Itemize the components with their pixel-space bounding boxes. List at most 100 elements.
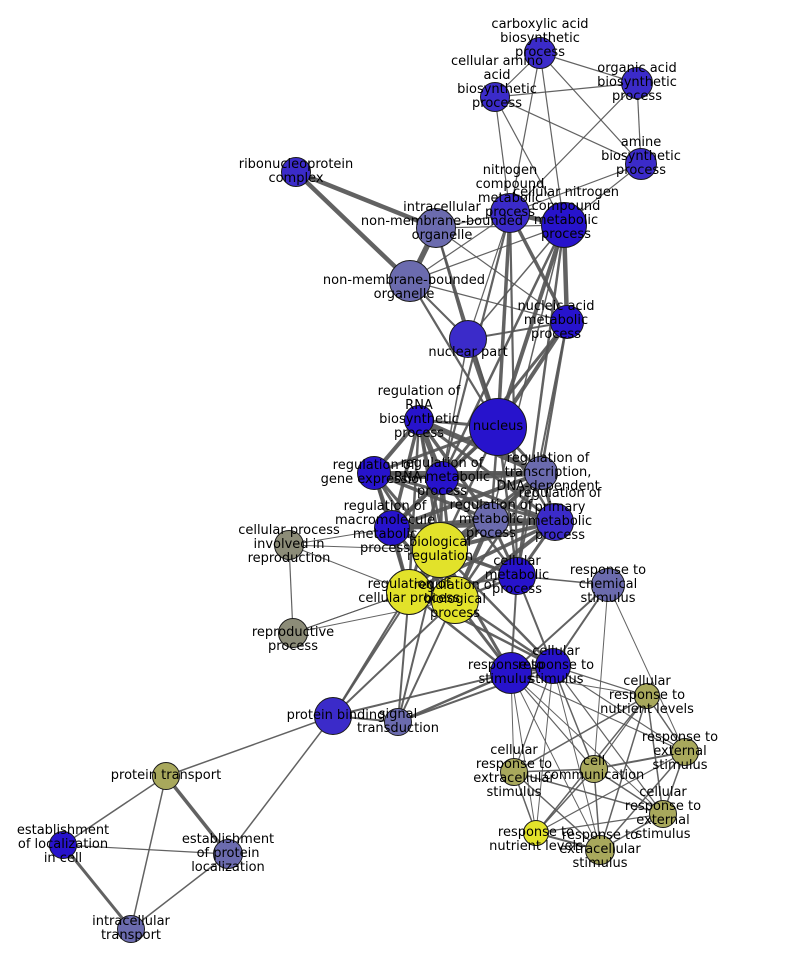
graph-edge[interactable]	[509, 82, 638, 214]
graph-node-amine-biosynthetic-process[interactable]	[625, 148, 657, 180]
graph-edge[interactable]	[130, 853, 229, 930]
graph-edge[interactable]	[646, 695, 664, 815]
graph-node-cellular-response-to-external-stimulus[interactable]	[649, 800, 677, 828]
graph-node-protein-binding[interactable]	[314, 697, 352, 735]
graph-edge[interactable]	[539, 52, 638, 84]
graph-node-signal-transduction[interactable]	[384, 708, 412, 736]
graph-edge[interactable]	[552, 665, 601, 851]
graph-node-response-to-stimulus[interactable]	[490, 652, 532, 694]
graph-node-regulation-of-rna-metabolic-process[interactable]	[425, 461, 459, 495]
graph-edge[interactable]	[513, 771, 601, 851]
graph-node-regulation-of-metabolic-process[interactable]	[473, 502, 509, 538]
graph-node-nuclear-part[interactable]	[449, 320, 487, 358]
graph-edge[interactable]	[441, 338, 469, 479]
graph-node-cellular-metabolic-process[interactable]	[498, 557, 536, 595]
graph-node-regulation-of-transcription-dna-dependent[interactable]	[524, 456, 558, 490]
graph-node-cellular-nitrogen-compound-metabolic-process[interactable]	[541, 202, 587, 248]
graph-edge[interactable]	[513, 695, 648, 773]
graph-edge[interactable]	[535, 813, 664, 834]
graph-edge[interactable]	[467, 212, 511, 340]
graph-edge[interactable]	[513, 771, 664, 815]
graph-edge[interactable]	[62, 844, 229, 855]
graph-edge[interactable]	[510, 672, 686, 753]
graph-edge[interactable]	[539, 52, 565, 226]
graph-edge[interactable]	[332, 591, 410, 717]
graph-edge[interactable]	[227, 715, 334, 855]
graph-edge[interactable]	[513, 665, 554, 773]
graph-edge[interactable]	[409, 280, 568, 323]
graph-edge[interactable]	[539, 52, 642, 165]
graph-edge[interactable]	[165, 715, 334, 777]
graph-edge[interactable]	[607, 584, 686, 753]
graph-edge[interactable]	[467, 224, 565, 340]
graph-node-response-to-external-stimulus[interactable]	[671, 738, 699, 766]
graph-edge[interactable]	[391, 471, 542, 530]
graph-edge[interactable]	[373, 471, 492, 522]
graph-node-response-to-extracellular-stimulus[interactable]	[585, 835, 615, 865]
graph-node-cellular-response-to-extracellular-stimulus[interactable]	[500, 758, 528, 786]
graph-node-intracellular-non-membrane-bounded-organelle[interactable]	[416, 208, 456, 248]
graph-edge[interactable]	[516, 321, 568, 577]
graph-node-cell-communication[interactable]	[580, 755, 608, 783]
graph-edge[interactable]	[62, 775, 167, 846]
graph-edge[interactable]	[130, 775, 167, 930]
graph-edge[interactable]	[552, 665, 686, 753]
graph-edge[interactable]	[510, 672, 648, 697]
graph-node-regulation-of-biological-process[interactable]	[431, 576, 479, 624]
graph-edge[interactable]	[164, 774, 230, 856]
graph-edge[interactable]	[494, 96, 642, 165]
graph-node-establishment-of-localization-in-cell[interactable]	[49, 831, 77, 859]
graph-edge[interactable]	[294, 170, 412, 283]
graph-node-cellular-process-involved-in-reproduction[interactable]	[274, 530, 304, 560]
graph-node-nucleic-acid-metabolic-process[interactable]	[550, 305, 584, 339]
graph-node-protein-transport[interactable]	[152, 762, 180, 790]
graph-edge[interactable]	[332, 672, 512, 717]
graph-edge[interactable]	[508, 212, 569, 323]
graph-edge[interactable]	[435, 227, 568, 323]
graph-edge[interactable]	[295, 169, 437, 231]
graph-node-nitrogen-compound-metabolic-process[interactable]	[490, 193, 530, 233]
graph-node-ribonucleoprotein-complex[interactable]	[281, 157, 311, 187]
graph-edge[interactable]	[599, 695, 648, 851]
graph-edge[interactable]	[510, 672, 537, 834]
graph-edge[interactable]	[509, 163, 642, 214]
graph-node-establishment-of-protein-localization[interactable]	[213, 839, 243, 869]
graph-node-regulation-of-primary-metabolic-process[interactable]	[536, 503, 574, 541]
graph-edge[interactable]	[552, 665, 595, 770]
graph-edge[interactable]	[409, 224, 565, 282]
graph-node-non-membrane-bounded-organelle[interactable]	[389, 260, 431, 302]
graph-edge[interactable]	[535, 665, 554, 834]
graph-edge[interactable]	[510, 584, 609, 674]
graph-node-organic-acid-biosynthetic-process[interactable]	[621, 67, 653, 99]
graph-node-cellular-amino-acid-biosynthetic-process[interactable]	[480, 82, 510, 112]
graph-edge[interactable]	[61, 844, 133, 930]
graph-node-regulation-of-macromolecule-metabolic-process[interactable]	[374, 510, 410, 546]
graph-edge[interactable]	[397, 549, 441, 723]
graph-node-regulation-of-cellular-process[interactable]	[386, 569, 432, 615]
graph-edge[interactable]	[515, 224, 566, 577]
graph-node-carboxylic-acid-biosynthetic-process[interactable]	[524, 37, 556, 69]
graph-edge[interactable]	[496, 212, 512, 428]
graph-edge[interactable]	[552, 665, 664, 815]
graph-node-cellular-response-to-nutrient-levels[interactable]	[634, 683, 660, 709]
graph-node-reproductive-process[interactable]	[278, 618, 308, 648]
graph-edge[interactable]	[292, 599, 456, 634]
graph-node-response-to-nutrient-levels[interactable]	[523, 820, 549, 846]
graph-edge[interactable]	[509, 52, 541, 214]
graph-node-response-to-chemical-stimulus[interactable]	[591, 568, 625, 602]
graph-edge[interactable]	[494, 82, 638, 98]
graph-node-regulation-of-gene-expression[interactable]	[357, 456, 391, 490]
graph-node-nucleus[interactable]	[469, 398, 527, 456]
graph-edge[interactable]	[593, 695, 648, 770]
graph-edge[interactable]	[593, 751, 686, 770]
graph-node-intracellular-transport[interactable]	[117, 915, 145, 943]
graph-edge[interactable]	[510, 672, 595, 770]
graph-edge[interactable]	[510, 672, 664, 815]
graph-node-regulation-of-rna-biosynthetic-process[interactable]	[404, 405, 434, 435]
graph-edge[interactable]	[593, 584, 609, 770]
graph-edge[interactable]	[332, 599, 456, 717]
graph-edge[interactable]	[535, 751, 686, 834]
graph-edge[interactable]	[508, 212, 519, 577]
graph-edge[interactable]	[510, 672, 601, 851]
graph-node-biological-regulation[interactable]	[412, 522, 468, 578]
